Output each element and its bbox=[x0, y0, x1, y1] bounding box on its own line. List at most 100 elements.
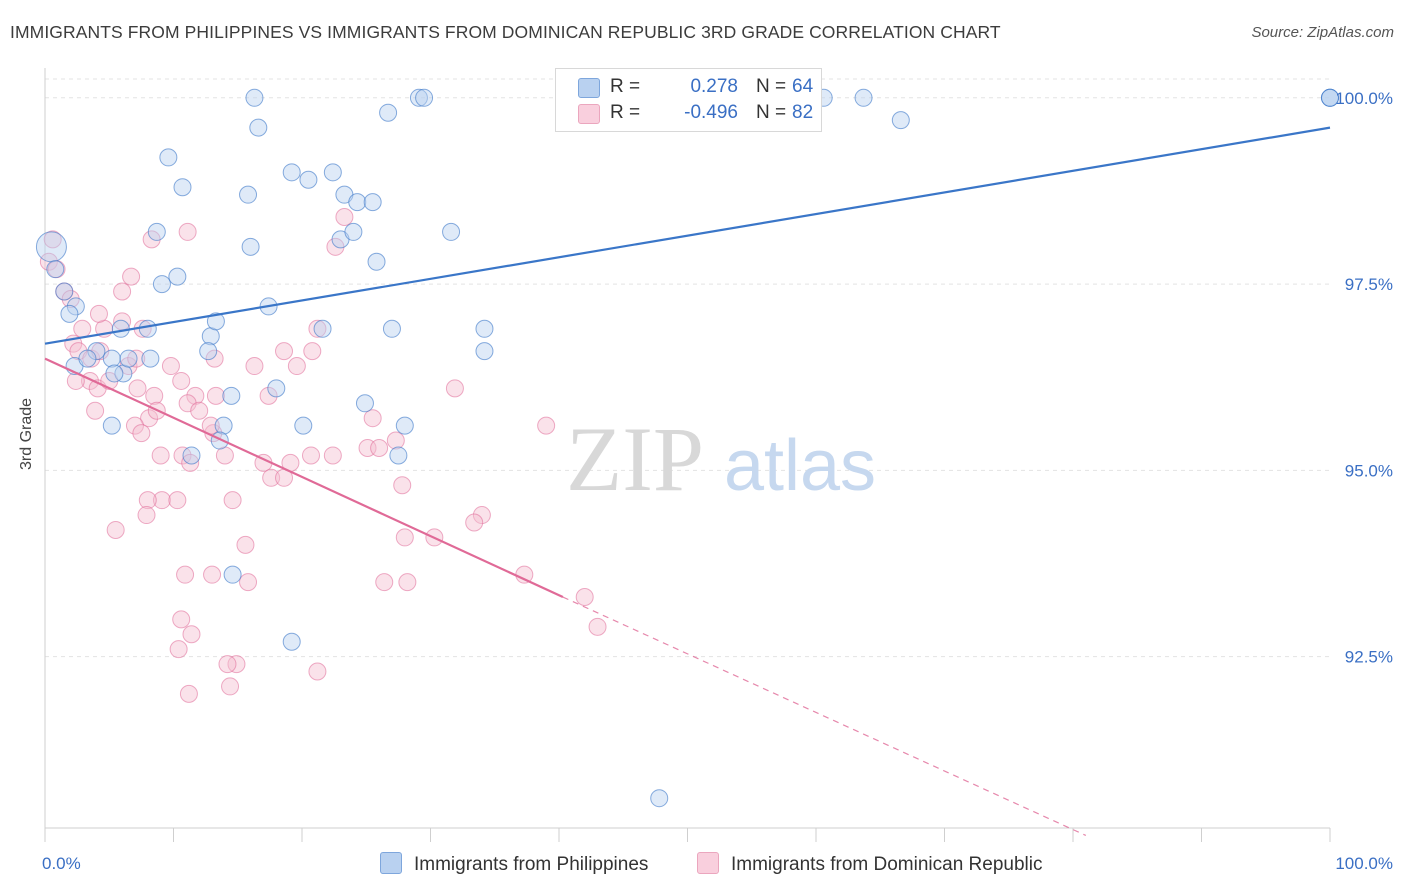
y-tick-label: 92.5% bbox=[1345, 648, 1393, 667]
data-point-philippines bbox=[173, 178, 192, 197]
data-point-dominican bbox=[106, 520, 125, 539]
data-point-dominican bbox=[169, 640, 188, 659]
data-point-philippines bbox=[475, 342, 494, 361]
legend-swatch-pink bbox=[578, 104, 600, 124]
data-point-dominican bbox=[152, 491, 171, 510]
data-point-dominican bbox=[335, 208, 354, 227]
data-point-philippines bbox=[105, 364, 124, 383]
watermark-atlas: atlas bbox=[724, 426, 876, 506]
trend-line-philippines bbox=[44, 126, 1331, 345]
data-point-dominican bbox=[303, 342, 322, 361]
data-point-dominican bbox=[262, 468, 281, 487]
data-point-philippines bbox=[442, 222, 461, 241]
data-point-dominican bbox=[89, 304, 108, 323]
data-point-philippines bbox=[650, 789, 669, 808]
data-point-philippines bbox=[55, 282, 74, 301]
data-point-dominican bbox=[172, 371, 191, 390]
data-point-dominican bbox=[86, 401, 105, 420]
data-point-philippines bbox=[313, 319, 332, 338]
legend-r-value: 0.278 bbox=[690, 76, 738, 97]
bottom-legend-swatch-blue bbox=[380, 852, 402, 874]
data-point-dominican bbox=[176, 565, 195, 584]
data-point-philippines bbox=[168, 267, 187, 286]
y-tick-label: 100.0% bbox=[1335, 89, 1393, 108]
watermark-zip: ZIP bbox=[566, 408, 704, 510]
axes bbox=[44, 68, 1331, 842]
data-point-philippines bbox=[367, 252, 386, 271]
data-point-philippines bbox=[152, 275, 171, 294]
data-point-philippines bbox=[1321, 88, 1339, 107]
source-label: Source: ZipAtlas.com bbox=[1251, 24, 1394, 41]
trend-line-dominican bbox=[44, 357, 564, 599]
data-point-dominican bbox=[515, 565, 534, 584]
legend-r-value: -0.496 bbox=[684, 102, 738, 123]
data-point-dominican bbox=[221, 677, 240, 696]
data-point-philippines bbox=[241, 237, 260, 256]
data-point-dominican bbox=[398, 573, 417, 592]
series-philippines-points bbox=[35, 88, 1339, 808]
data-point-philippines bbox=[141, 349, 160, 368]
data-point-dominican bbox=[43, 230, 62, 249]
data-point-dominican bbox=[140, 409, 159, 428]
data-point-dominican bbox=[275, 342, 294, 361]
data-point-dominican bbox=[168, 491, 187, 510]
data-point-dominican bbox=[113, 282, 132, 301]
data-point-philippines bbox=[206, 312, 225, 331]
legend-n-label: N = bbox=[756, 102, 787, 123]
y-tick-label: 95.0% bbox=[1345, 461, 1393, 480]
data-point-dominican bbox=[182, 625, 201, 644]
data-point-dominican bbox=[205, 349, 224, 368]
data-point-dominican bbox=[186, 386, 205, 405]
data-point-philippines bbox=[323, 163, 342, 182]
bottom-legend-philippines: Immigrants from Philippines bbox=[380, 852, 648, 876]
data-point-philippines bbox=[102, 416, 121, 435]
data-point-dominican bbox=[125, 416, 144, 435]
legend-n-value: 64 bbox=[792, 76, 814, 97]
data-point-dominican bbox=[145, 386, 164, 405]
bottom-legend-swatch-pink bbox=[697, 852, 719, 874]
legend-swatch-blue bbox=[578, 78, 600, 98]
legend-r-label: R = bbox=[610, 76, 641, 97]
bottom-legend-label: Immigrants from Dominican Republic bbox=[731, 854, 1043, 875]
data-point-dominican bbox=[386, 431, 405, 450]
legend-n-label: N = bbox=[756, 76, 787, 97]
data-point-dominican bbox=[370, 439, 389, 457]
data-point-philippines bbox=[210, 431, 229, 450]
data-point-philippines bbox=[891, 111, 910, 130]
y-tick-label: 97.5% bbox=[1345, 275, 1393, 294]
x-tick-label: 100.0% bbox=[1335, 854, 1393, 873]
data-point-philippines bbox=[294, 416, 313, 435]
data-point-philippines bbox=[249, 118, 268, 137]
data-point-dominican bbox=[308, 319, 327, 338]
data-point-philippines bbox=[223, 565, 242, 584]
data-point-dominican bbox=[287, 357, 306, 376]
data-point-dominican bbox=[395, 528, 414, 547]
data-point-dominican bbox=[203, 565, 222, 584]
data-point-dominican bbox=[259, 386, 278, 405]
data-point-dominican bbox=[132, 424, 151, 443]
data-point-philippines bbox=[46, 260, 65, 279]
data-point-philippines bbox=[138, 319, 157, 338]
data-point-dominican bbox=[181, 453, 200, 472]
data-point-philippines bbox=[78, 349, 97, 368]
data-point-dominican bbox=[445, 379, 464, 398]
data-point-dominican bbox=[245, 357, 264, 376]
data-point-philippines bbox=[239, 185, 258, 204]
data-point-philippines bbox=[475, 319, 494, 338]
data-point-dominican bbox=[178, 222, 197, 241]
data-point-philippines bbox=[854, 88, 873, 107]
data-point-philippines bbox=[159, 148, 178, 167]
data-point-philippines bbox=[415, 88, 434, 107]
data-point-philippines bbox=[60, 304, 79, 323]
data-point-philippines bbox=[35, 231, 67, 263]
data-point-dominican bbox=[393, 476, 412, 495]
data-point-dominican bbox=[236, 535, 255, 554]
data-point-philippines bbox=[147, 222, 166, 241]
data-point-philippines bbox=[245, 88, 264, 107]
data-point-philippines bbox=[389, 446, 408, 465]
data-point-dominican bbox=[179, 684, 198, 703]
data-point-philippines bbox=[344, 222, 363, 241]
chart-title: IMMIGRANTS FROM PHILIPPINES VS IMMIGRANT… bbox=[10, 22, 1001, 42]
legend-n-value: 82 bbox=[792, 102, 814, 123]
